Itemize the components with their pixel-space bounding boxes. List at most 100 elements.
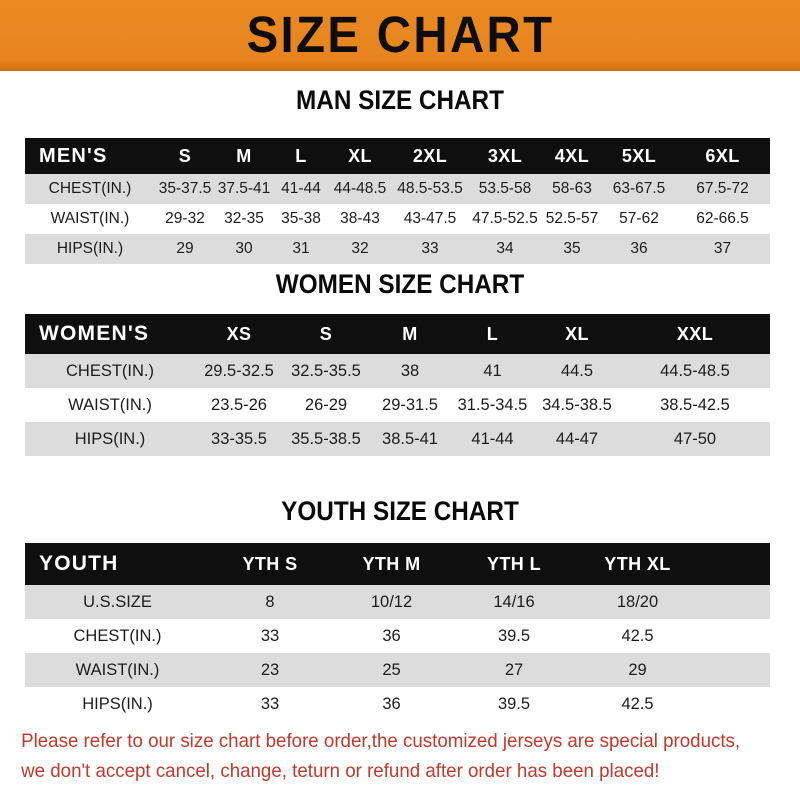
man-col-header: 5XL	[621, 145, 657, 166]
table-cell: 44-47	[555, 429, 599, 448]
table-cell: 33	[260, 626, 280, 645]
table-cell: 10/12	[370, 592, 413, 611]
table-row: CHEST(IN.) 29.5-32.5 32.5-35.5 38 41 44.…	[25, 354, 770, 388]
table-cell: 23	[260, 660, 280, 679]
table-cell: 35.5-38.5	[291, 429, 361, 448]
man-col-header: 6XL	[705, 145, 740, 166]
table-cell: 14/16	[493, 592, 535, 611]
table-cell: 26-29	[304, 395, 348, 414]
table-row: CHEST(IN.) 35-37.5 37.5-41 41-44 44-48.5…	[25, 174, 770, 204]
table-cell: 29-31.5	[382, 395, 438, 414]
row-label: CHEST(IN.)	[48, 180, 132, 197]
table-cell: 38-43	[340, 210, 380, 227]
table-cell: 62-66.5	[696, 210, 749, 227]
man-col-header: XL	[348, 145, 372, 166]
table-cell: 67.5-72	[696, 180, 749, 197]
table-cell: 36	[382, 694, 401, 713]
table-cell-spacer	[700, 687, 770, 721]
women-col-header: S	[319, 323, 333, 344]
women-header-label: WOMEN'S	[39, 322, 150, 345]
table-cell: 41-44	[471, 429, 514, 448]
table-cell-spacer	[700, 653, 770, 687]
table-cell: 31.5-34.5	[457, 395, 528, 414]
man-col-header: S	[178, 145, 192, 166]
row-label: HIPS(IN.)	[74, 429, 146, 448]
table-cell: 38	[400, 361, 420, 380]
table-cell: 29-32	[165, 210, 205, 227]
table-cell: 44-48.5	[333, 180, 387, 197]
table-cell: 47.5-52.5	[472, 210, 538, 227]
row-label: HIPS(IN.)	[56, 240, 124, 257]
row-label: CHEST(IN.)	[66, 361, 154, 380]
women-col-header: XL	[565, 323, 589, 344]
man-col-header: M	[236, 145, 252, 166]
row-label: WAIST(IN.)	[50, 210, 130, 227]
table-row: HIPS(IN.) 33 36 39.5 42.5	[25, 687, 770, 721]
table-cell: 52.5-57	[545, 210, 599, 227]
table-cell: 29.5-32.5	[204, 361, 274, 380]
women-col-header: XXL	[676, 323, 714, 344]
row-label: WAIST(IN.)	[75, 660, 160, 679]
table-row: WAIST(IN.) 23 25 27 29	[25, 653, 770, 687]
table-cell: 34	[496, 240, 514, 257]
table-cell: 36	[630, 240, 648, 257]
table-cell: 38.5-42.5	[660, 395, 730, 414]
table-cell: 32.5-35.5	[291, 361, 361, 380]
table-cell: 35	[563, 240, 581, 257]
table-row: HIPS(IN.) 33-35.5 35.5-38.5 38.5-41 41-4…	[25, 422, 770, 456]
table-cell: 30	[235, 240, 253, 257]
table-cell: 53.5-58	[478, 180, 532, 197]
notice-line-2: we don't accept cancel, change, teturn o…	[21, 760, 660, 783]
table-cell: 37	[713, 240, 732, 257]
youth-col-header: YTH XL	[604, 553, 671, 574]
man-size-chart-heading: MAN SIZE CHART	[296, 85, 504, 115]
man-col-header: 4XL	[554, 145, 590, 166]
size-chart-banner: SIZE CHART	[0, 0, 800, 71]
man-size-chart-table: MEN'S S M L XL 2XL 3XL 4XL 5XL 6XL CHEST…	[25, 138, 770, 264]
table-row: CHEST(IN.) 33 36 39.5 42.5	[25, 619, 770, 653]
row-label: HIPS(IN.)	[82, 694, 153, 713]
table-cell: 39.5	[497, 626, 531, 645]
man-col-header: 2XL	[412, 145, 448, 166]
women-col-header: XS	[226, 323, 252, 344]
table-cell: 47-50	[673, 429, 717, 448]
table-cell: 44.5	[560, 361, 594, 380]
table-cell: 42.5	[621, 626, 654, 645]
table-cell: 18/20	[616, 592, 659, 611]
table-cell: 33	[421, 240, 439, 257]
table-cell: 58-63	[552, 180, 592, 197]
table-row: U.S.SIZE 8 10/12 14/16 18/20	[25, 585, 770, 619]
table-cell: 29	[176, 240, 194, 257]
table-cell: 44.5-48.5	[660, 361, 730, 380]
youth-header-label: YOUTH	[39, 552, 119, 575]
man-table-header-row: MEN'S S M L XL 2XL 3XL 4XL 5XL 6XL	[25, 138, 770, 174]
man-col-header: 3XL	[487, 145, 523, 166]
table-cell: 23.5-26	[211, 395, 267, 414]
table-cell: 34.5-38.5	[542, 395, 612, 414]
page-title: SIZE CHART	[246, 6, 554, 63]
table-cell: 48.5-53.5	[397, 180, 463, 197]
man-header-label: MEN'S	[39, 144, 108, 167]
youth-col-header: YTH L	[487, 553, 541, 574]
table-cell: 42.5	[621, 694, 654, 713]
table-cell: 36	[382, 626, 401, 645]
table-cell: 33	[260, 694, 280, 713]
table-cell: 43-47.5	[403, 210, 457, 227]
women-size-chart-table: WOMEN'S XS S M L XL XXL CHEST(IN.) 29.5-…	[25, 314, 770, 456]
youth-size-chart-table: YOUTH YTH S YTH M YTH L YTH XL U.S.SIZE …	[25, 543, 770, 721]
man-col-header: L	[295, 145, 307, 166]
youth-col-header: YTH S	[242, 553, 298, 574]
women-size-chart-heading: WOMEN SIZE CHART	[275, 269, 525, 299]
table-cell: 32	[351, 240, 369, 257]
table-cell: 35-38	[281, 210, 321, 227]
table-cell: 29	[628, 660, 647, 679]
women-col-header: L	[486, 323, 499, 344]
women-table-header-row: WOMEN'S XS S M L XL XXL	[25, 314, 770, 354]
row-label: U.S.SIZE	[83, 592, 152, 611]
row-label: CHEST(IN.)	[73, 626, 162, 645]
table-cell: 31	[292, 240, 310, 257]
row-label: WAIST(IN.)	[68, 395, 152, 414]
youth-col-header: YTH M	[362, 553, 421, 574]
women-col-header: M	[402, 323, 418, 344]
table-row: WAIST(IN.) 29-32 32-35 35-38 38-43 43-47…	[25, 204, 770, 234]
